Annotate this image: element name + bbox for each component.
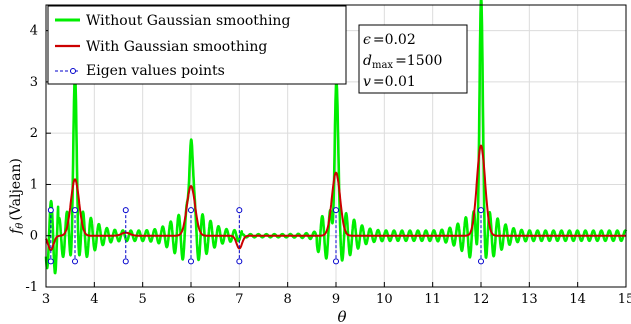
x-tick-label: 4 <box>90 292 98 307</box>
param-dmax: dmax =1500 <box>363 53 442 71</box>
eigen-value-marker <box>188 258 194 265</box>
eigen-value-marker <box>72 258 78 265</box>
eigen-value-marker <box>72 207 78 214</box>
x-tick-label: 7 <box>235 292 243 307</box>
eigen-value-marker <box>478 207 484 214</box>
x-tick-label: 13 <box>521 292 538 307</box>
x-axis-label: θ <box>337 308 346 324</box>
parameters-frame <box>358 24 468 94</box>
parameters-box: ϵ =0.02 dmax =1500 v =0.01 <box>358 24 468 94</box>
eigen-value-marker <box>236 258 243 265</box>
param-epsilon: ϵ =0.02 <box>363 32 416 48</box>
y-axis-label: fθ(Valjean) <box>8 158 26 235</box>
x-tick-label: 3 <box>42 292 50 307</box>
x-tick-label: 5 <box>139 292 147 307</box>
eigen-value-marker <box>333 258 339 265</box>
legend-label-without-smoothing: Without Gaussian smoothing <box>86 13 290 29</box>
x-tick-label: 10 <box>376 292 393 307</box>
legend-box <box>47 5 347 85</box>
eigen-value-marker <box>333 207 339 214</box>
eigen-value-marker <box>47 258 54 265</box>
y-tick-label: 3 <box>30 75 38 90</box>
plot-area <box>44 0 628 275</box>
legend-label-with-smoothing: With Gaussian smoothing <box>86 39 267 55</box>
x-tick-label: 6 <box>187 292 195 307</box>
legend-label-eigen-values: Eigen values points <box>86 63 225 79</box>
x-tick-label: 8 <box>284 292 292 307</box>
series-with-smoothing <box>45 144 627 252</box>
eigen-value-marker <box>122 207 129 214</box>
x-tick-label: 9 <box>332 292 340 307</box>
eigen-value-marker <box>236 207 243 214</box>
eigen-value-marker <box>47 207 54 214</box>
eigen-value-marker <box>478 258 484 265</box>
y-tick-label: -1 <box>25 280 38 295</box>
x-tick-label: 15 <box>618 292 631 307</box>
x-tick-label: 11 <box>424 292 441 307</box>
eigen-value-marker <box>188 207 194 214</box>
y-tick-label: 0 <box>30 229 38 244</box>
x-tick-label: 12 <box>473 292 490 307</box>
x-tick-label: 14 <box>569 292 586 307</box>
series-without-smoothing <box>44 0 628 275</box>
eigen-value-marker <box>122 258 129 265</box>
param-v: v =0.01 <box>363 74 416 90</box>
legend: Without Gaussian smoothing With Gaussian… <box>47 5 347 85</box>
y-tick-label: 4 <box>30 24 38 39</box>
y-tick-label: 1 <box>30 177 38 192</box>
y-tick-label: 2 <box>30 126 38 141</box>
legend-marker-eigen-values <box>70 68 76 74</box>
